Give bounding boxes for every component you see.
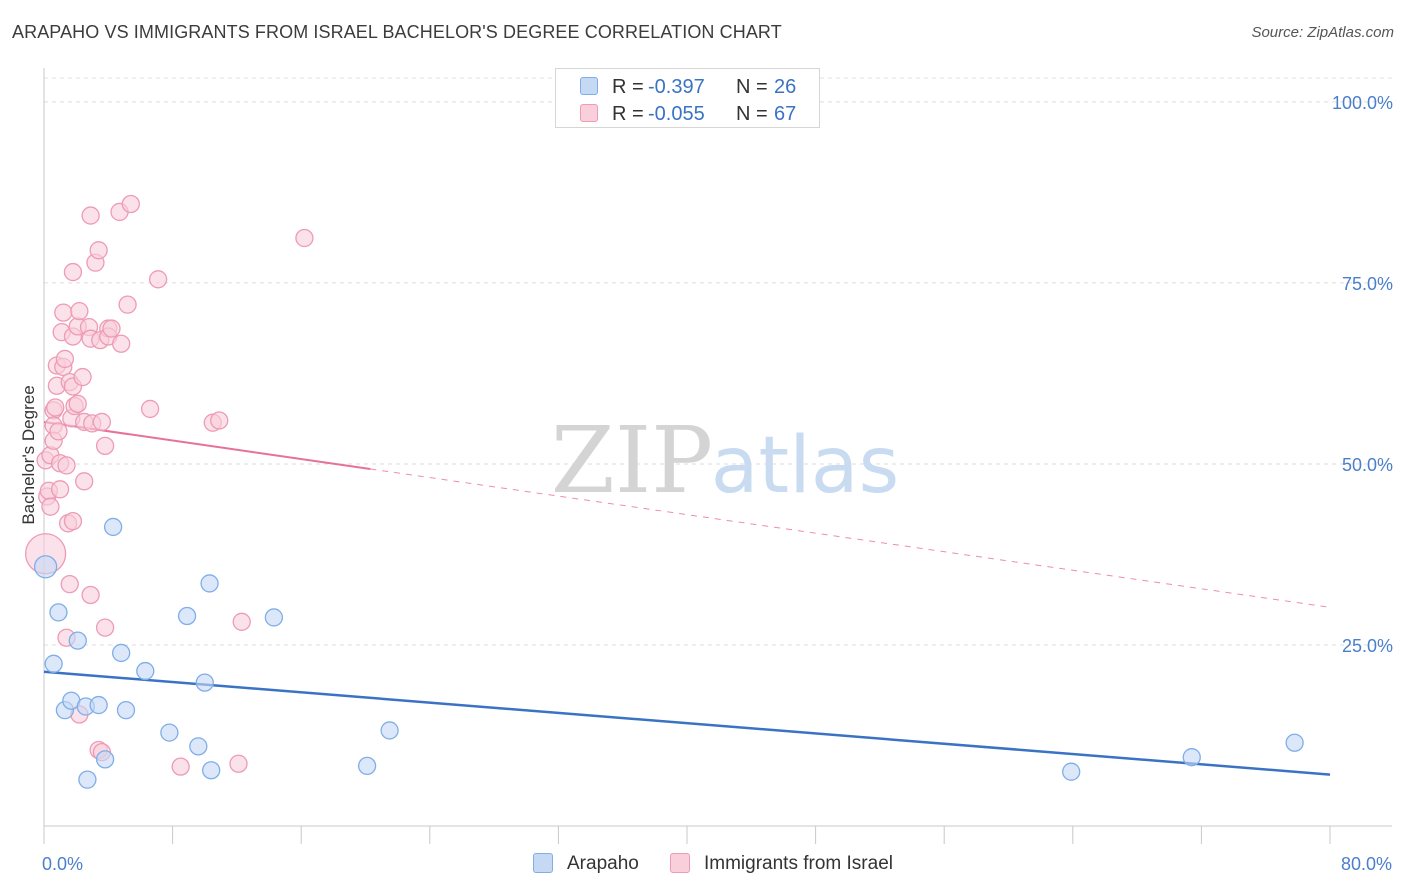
point-arapaho [103,517,123,537]
source-label: Source: ZipAtlas.com [1251,24,1394,41]
point-arapaho [380,721,399,740]
point-arapaho [95,750,115,769]
trend-line [43,670,1331,776]
point-israel [89,241,108,260]
watermark: ZIP atlas [551,407,899,514]
point-arapaho [78,770,97,789]
point-israel [46,398,65,417]
point-israel [118,295,137,314]
x-tick-label: 0.0% [42,854,83,874]
point-israel [73,367,92,387]
point-arapaho [189,737,208,756]
point-israel [148,270,168,289]
point-arapaho [136,661,155,681]
point-arapaho [68,631,87,650]
point-israel [57,456,76,475]
point-arapaho [177,606,197,626]
point-israel [49,422,68,441]
r-value: -0.055 [648,103,705,125]
point-arapaho [112,643,131,663]
y-axis-label: Bachelor's Degree [19,385,38,524]
point-israel [121,194,140,214]
legend-label: Immigrants from Israel [704,853,893,874]
point-arapaho [1285,733,1304,752]
trend-line-dashed [370,468,1331,608]
data-points [24,194,1304,789]
point-israel [55,349,75,369]
r-value: -0.397 [648,76,705,98]
x-tick-label: 80.0% [1341,854,1392,874]
point-israel [229,754,248,773]
point-arapaho [33,555,58,579]
point-arapaho [202,761,221,780]
point-israel [102,319,121,338]
point-israel [112,334,131,353]
point-israel [50,480,70,499]
y-tick-label: 50.0% [1342,455,1393,475]
y-tick-label: 25.0% [1342,636,1393,656]
point-arapaho [357,756,377,776]
point-israel [295,228,314,248]
point-israel [140,399,160,419]
point-arapaho [116,700,136,720]
r-label: R = [612,76,644,98]
point-arapaho [1062,762,1081,781]
legend-label: Arapaho [567,853,639,874]
point-arapaho [89,695,108,715]
point-israel [95,618,115,637]
point-israel [92,412,112,432]
grid-lines [44,77,1392,646]
n-label: N = [736,76,768,98]
point-arapaho [1182,748,1201,767]
y-tick-label: 75.0% [1342,274,1393,294]
point-israel [41,497,60,516]
point-israel [232,612,251,631]
point-israel [81,206,100,225]
axes [43,68,1392,844]
point-arapaho [49,603,68,622]
point-arapaho [200,574,219,593]
point-israel [171,757,190,776]
point-israel [68,394,87,413]
y-tick-label: 100.0% [1332,93,1393,113]
point-israel [63,512,83,531]
point-israel [54,303,73,322]
stats-legend: R = -0.397 N = 26 R = -0.055 N = 67 [555,68,820,128]
tick-labels: 25.0% 50.0% 75.0% 100.0% 0.0% 80.0% [42,93,1393,874]
r-label: R = [612,103,644,125]
israel-legend-swatch [670,853,690,873]
point-israel [70,302,89,321]
arapaho-legend-swatch [533,853,553,873]
watermark-atlas: atlas [711,421,900,511]
watermark-zip: ZIP [551,407,713,514]
point-arapaho [195,673,214,692]
israel-swatch [580,104,598,122]
n-value: 26 [774,76,797,98]
n-label: N = [736,103,768,125]
chart-title: ARAPAHO VS IMMIGRANTS FROM ISRAEL BACHEL… [12,22,782,42]
point-israel [60,574,79,594]
point-israel [210,411,229,430]
point-arapaho [44,654,63,673]
point-israel [63,262,83,282]
n-value: 67 [774,103,797,125]
arapaho-swatch [580,77,598,95]
point-israel [75,472,94,491]
point-israel [81,585,100,605]
point-arapaho [160,723,179,742]
point-arapaho [264,608,284,627]
point-israel [95,436,115,455]
